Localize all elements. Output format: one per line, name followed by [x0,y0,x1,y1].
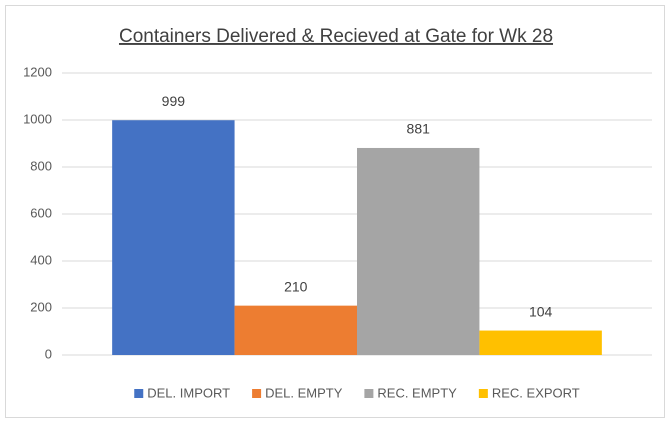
y-tick-label: 400 [30,252,52,267]
legend-label: REC. EXPORT [492,385,580,400]
bar [112,120,235,355]
bar [234,305,357,355]
legend-swatch [252,389,262,398]
legend-swatch [478,389,488,398]
bar [357,147,480,355]
data-label: 210 [284,278,308,294]
y-tick-label: 800 [30,158,52,173]
legend-label: REC. EMPTY [377,385,457,400]
legend-label: DEL. EMPTY [265,385,343,400]
bar [479,330,602,355]
y-tick-label: 600 [30,205,52,220]
data-label: 881 [407,121,431,137]
legend-item: REC. EMPTY [364,385,457,400]
data-label: 999 [162,93,186,109]
legend-item: DEL. EMPTY [252,385,343,400]
data-label: 104 [529,303,553,319]
legend-item: DEL. IMPORT [134,385,230,400]
legend-label: DEL. IMPORT [147,385,230,400]
y-tick-label: 0 [45,346,52,361]
chart-title: Containers Delivered & Recieved at Gate … [119,26,553,47]
legend-swatch [134,389,144,398]
legend-item: REC. EXPORT [478,385,580,400]
y-tick-label: 200 [30,299,52,314]
y-tick-label: 1200 [23,64,52,79]
y-tick-label: 1000 [23,111,52,126]
legend-swatch [364,389,374,398]
chart-border [5,5,665,418]
